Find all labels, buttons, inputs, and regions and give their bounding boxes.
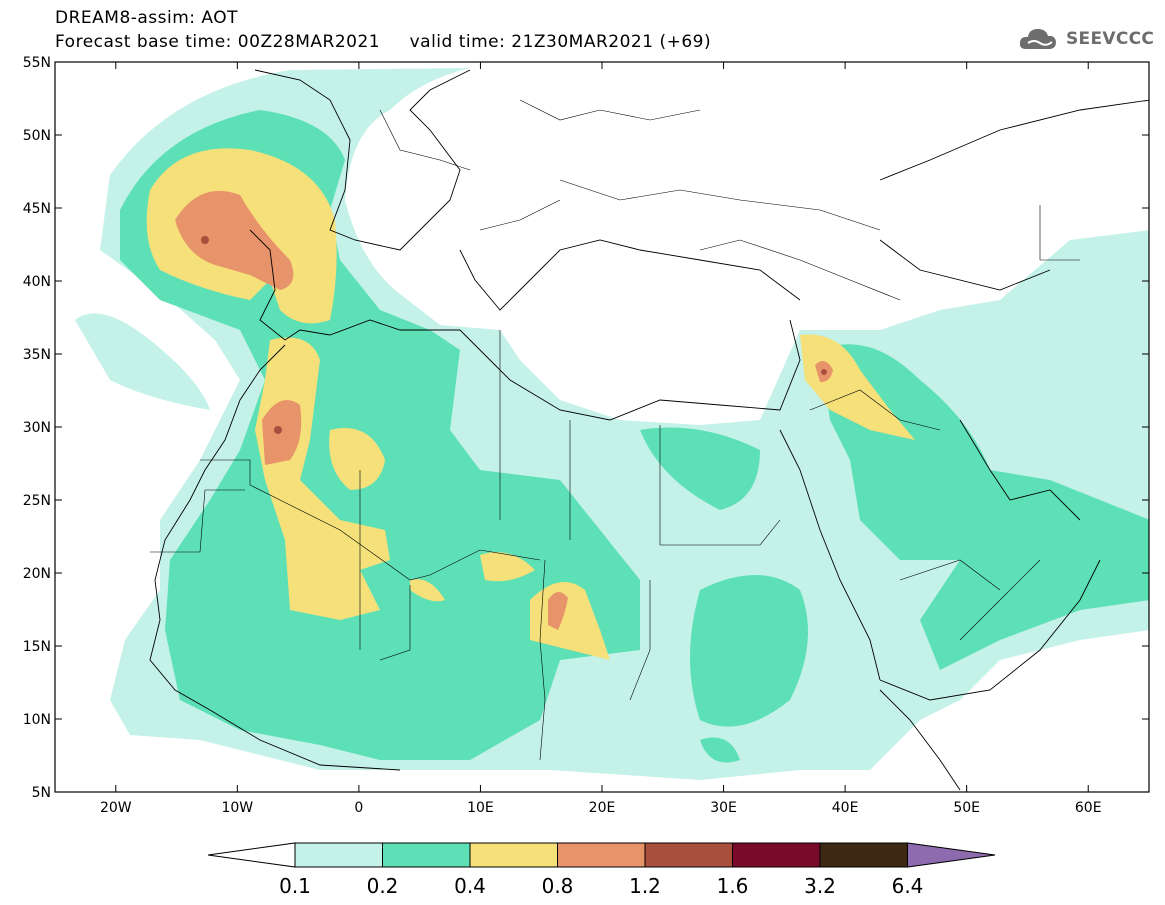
lat-tick-label: 50N <box>23 128 51 144</box>
colorbar-level-label: 1.2 <box>629 874 661 898</box>
lat-tick-label: 40N <box>23 274 51 290</box>
lat-tick-label: 25N <box>23 493 51 509</box>
lat-tick-label: 35N <box>23 347 51 363</box>
colorbar-swatch <box>382 842 471 868</box>
lon-tick-label: 0 <box>354 800 363 816</box>
colorbar-level-label: 0.8 <box>542 874 574 898</box>
lon-tick-label: 50E <box>953 800 980 816</box>
lat-tick-label: 30N <box>23 420 51 436</box>
colorbar-level-label: 1.6 <box>717 874 749 898</box>
lon-tick-label: 20E <box>589 800 616 816</box>
aot-contour-1.2 <box>201 236 827 434</box>
lat-tick-label: 15N <box>23 639 51 655</box>
map-title: DREAM8-assim: AOT <box>55 8 239 28</box>
colorbar-level-label: 0.1 <box>279 874 311 898</box>
latitude-axis: 55N 50N 45N 40N 35N 30N 25N 20N 15N 10N 5N <box>23 55 1149 801</box>
colorbar-level-label: 6.4 <box>892 874 924 898</box>
colorbar-level-label: 3.2 <box>804 874 836 898</box>
longitude-axis: 20W 10W 0 10E 20E 30E 40E 50E 60E <box>100 62 1102 816</box>
colorbar-swatch <box>469 842 558 868</box>
colorbar-level-label: 0.4 <box>454 874 486 898</box>
colorbar-swatch <box>819 842 908 868</box>
lon-tick-label: 10E <box>467 800 494 816</box>
colorbar-over-arrow <box>907 842 996 868</box>
cloud-icon <box>1019 29 1056 49</box>
colorbar-under-arrow <box>207 842 296 868</box>
lon-tick-label: 20W <box>100 800 132 816</box>
forecast-time-subtitle: Forecast base time: 00Z28MAR2021 valid t… <box>55 32 712 52</box>
lat-tick-label: 10N <box>23 712 51 728</box>
lat-tick-label: 20N <box>23 566 51 582</box>
colorbar-swatch <box>644 842 733 868</box>
lon-tick-label: 60E <box>1075 800 1102 816</box>
seevccc-logo: SEEVCCC <box>1066 29 1155 49</box>
lat-tick-label: 5N <box>32 785 51 801</box>
lon-tick-label: 40E <box>832 800 859 816</box>
lat-tick-label: 45N <box>23 201 51 217</box>
colorbar-swatch <box>557 842 646 868</box>
country-borders <box>150 99 1080 761</box>
colorbar-swatch <box>294 842 383 868</box>
colorbar: 0.1 0.2 0.4 0.8 1.2 1.6 3.2 6.4 <box>207 842 996 898</box>
lon-tick-label: 30E <box>710 800 737 816</box>
lat-tick-label: 55N <box>23 55 51 71</box>
colorbar-swatch <box>732 842 821 868</box>
coastlines <box>149 69 1149 791</box>
colorbar-level-label: 0.2 <box>367 874 399 898</box>
lon-tick-label: 10W <box>221 800 253 816</box>
